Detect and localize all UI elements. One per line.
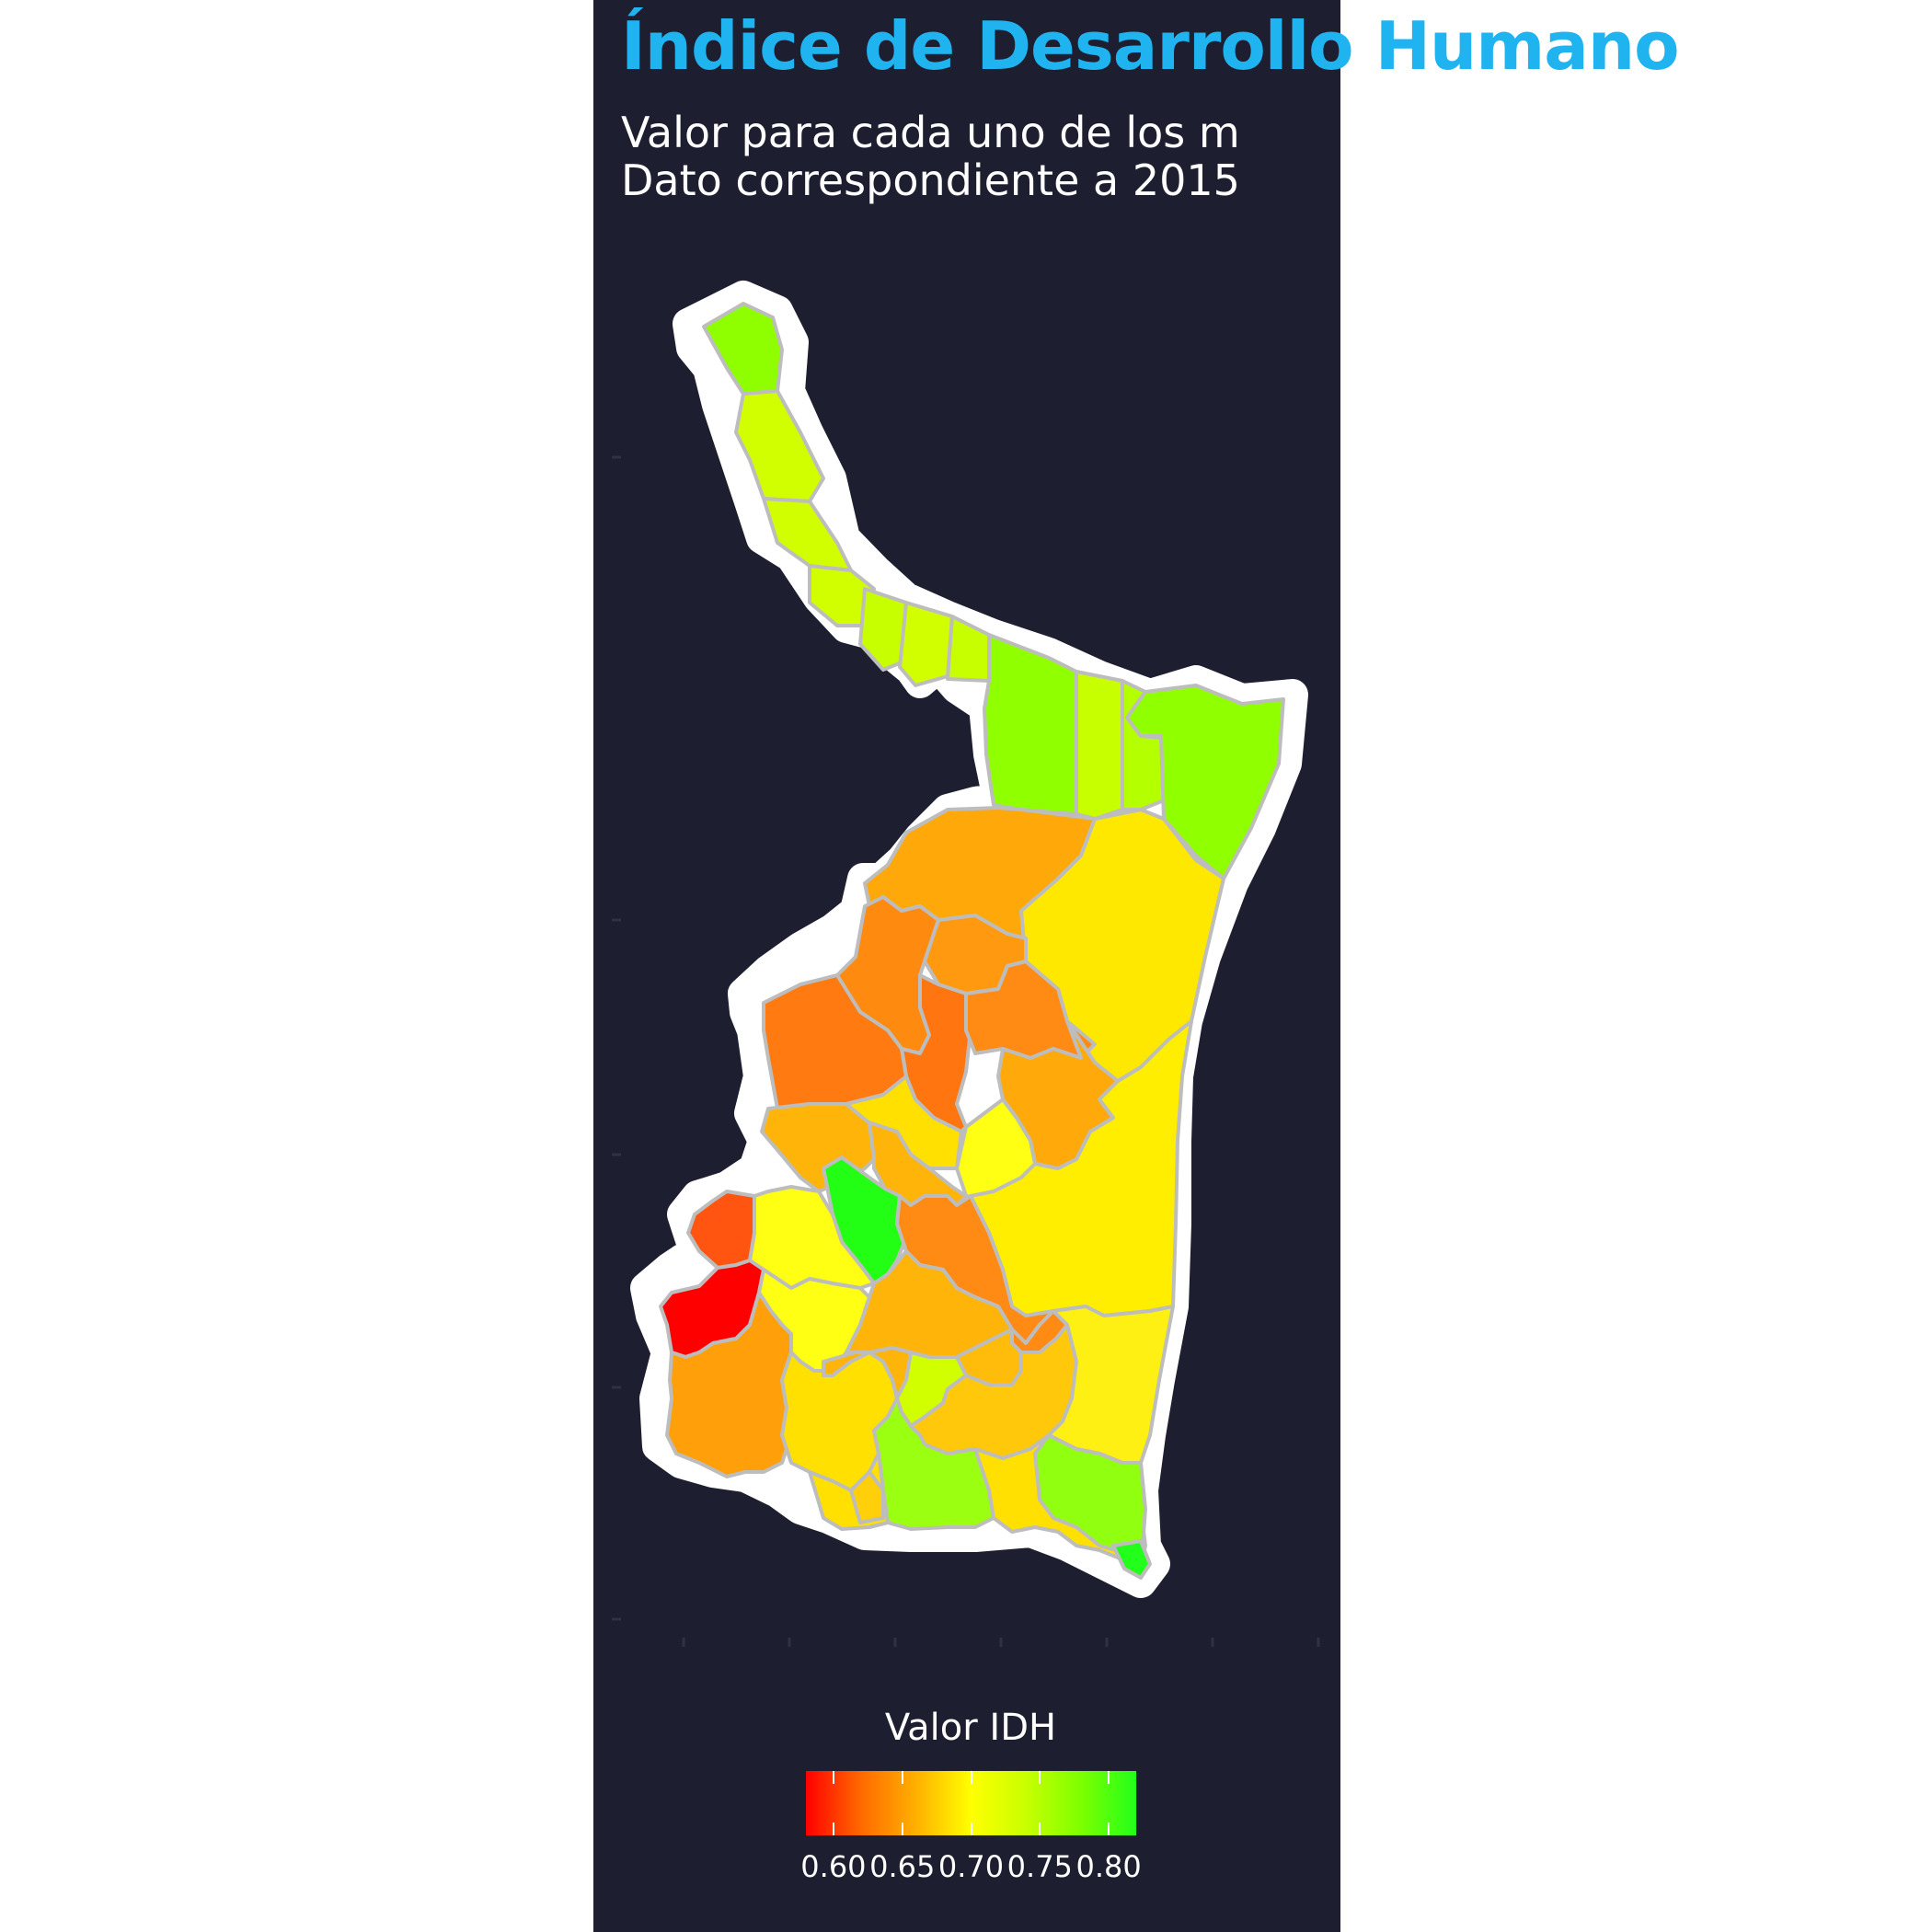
legend-tick-mark [970,1823,972,1835]
legend-tick-label: 0.65 [869,1849,936,1884]
legend-tick-mark [1108,1771,1110,1784]
choropleth-map [612,281,1320,1647]
legend-tick-mark [1108,1823,1110,1835]
municipality [898,601,954,687]
axis-ticks [612,455,1320,1647]
municipality [1033,1433,1147,1557]
legend-tick-mark [832,1823,834,1835]
subtitle-line-2: Dato correspondiente a 2015 [621,155,1240,205]
legend-tick-mark [970,1771,972,1784]
legend-tick-label: 0.75 [1006,1849,1073,1884]
municipality [702,302,784,396]
map-title: Índice de Desarrollo Humano [621,7,1680,85]
map-subtitle: Valor para cada uno de los m Dato corres… [621,109,1337,219]
municipalities [659,302,1285,1580]
municipality [1075,670,1124,821]
legend-tick-mark [1039,1823,1041,1835]
legend-tick-mark [1039,1771,1041,1784]
legend-tick-mark [832,1771,834,1784]
legend-tick-label: 0.70 [937,1849,1005,1884]
legend-tick-label: 0.60 [800,1849,867,1884]
legend-tick-labels: 0.60 0.65 0.70 0.75 0.80 [797,1849,1146,1886]
municipality [822,1346,913,1400]
municipality [849,1470,885,1524]
legend-tick-mark [901,1823,903,1835]
municipality [858,587,908,672]
legend-tick-mark [901,1771,903,1784]
legend-colorbar [806,1771,1136,1835]
municipality [1111,1539,1152,1580]
legend-tick-label: 0.80 [1075,1849,1142,1884]
legend-title: Valor IDH [884,1707,1057,1749]
subtitle-line-1: Valor para cada uno de los m [621,109,1240,157]
